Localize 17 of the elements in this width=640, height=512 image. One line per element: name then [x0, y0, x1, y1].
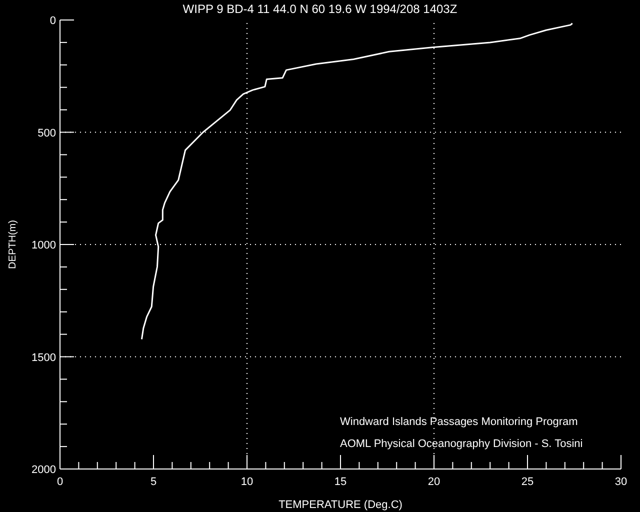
x-tick-label: 0	[56, 476, 64, 488]
y-tick-label: 0	[50, 15, 56, 27]
x-tick-label: 5	[150, 476, 157, 488]
y-tick-label: 2000	[32, 464, 56, 476]
x-tick-label: 25	[521, 476, 534, 488]
x-tick-label: 20	[428, 476, 440, 488]
annotation: Windward Islands Passages Monitoring Program	[340, 416, 578, 428]
y-tick-label: 1500	[32, 352, 56, 364]
y-tick-label: 1000	[32, 240, 56, 252]
x-tick-label: 15	[334, 476, 347, 488]
annotation: AOML Physical Oceanography Division - S. Tosini	[340, 438, 583, 450]
y-axis-title: DEPTH(m)	[8, 220, 19, 269]
x-axis-title: TEMPERATURE (Deg.C)	[278, 499, 402, 511]
y-tick-label: 500	[38, 127, 56, 140]
x-tick-label: 30	[614, 476, 628, 488]
chart-title: WIPP 9 BD-4 11 44.0 N 60 19.6 W 1994/208 1403Z	[182, 2, 458, 16]
x-tick-label: 10	[240, 476, 254, 488]
